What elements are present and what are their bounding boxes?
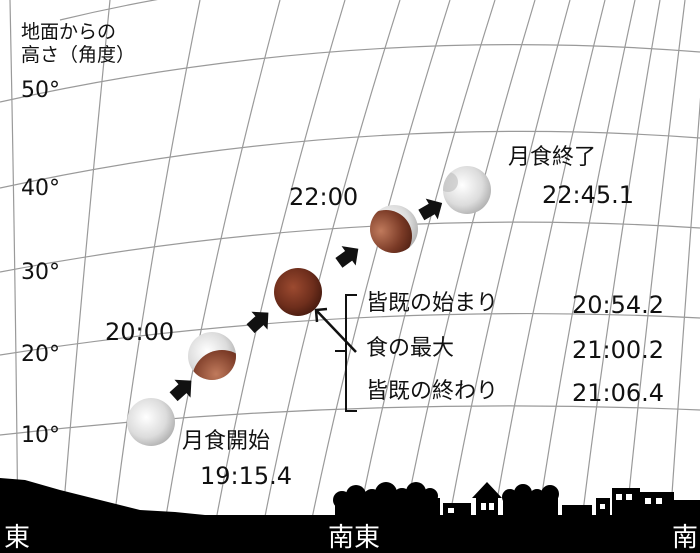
- tick-30: 30°: [21, 260, 60, 285]
- totality-end-time: 21:06.4: [572, 379, 665, 407]
- maximum-label: 食の最大: [366, 336, 455, 361]
- direction-south: 南: [672, 523, 699, 553]
- pointer-arrow: [314, 307, 357, 353]
- tick-20: 20°: [21, 342, 60, 367]
- moon-maximum: [274, 268, 322, 316]
- axis-title-line1: 地面からの: [21, 21, 117, 43]
- path-arrows: [169, 198, 443, 402]
- axis-title-line2: 高さ（角度）: [21, 44, 136, 66]
- direction-east: 東: [4, 523, 31, 553]
- eclipse-start-label: 月食開始: [182, 429, 271, 454]
- tick-50: 50°: [21, 78, 60, 103]
- ground-silhouette: [0, 478, 700, 553]
- totality-start-label: 皆既の始まり: [366, 291, 499, 316]
- maximum-time: 21:00.2: [572, 336, 665, 364]
- moon-2000: [188, 332, 236, 380]
- totality-bracket-tick: [335, 350, 345, 352]
- direction-southeast: 南東: [328, 523, 381, 553]
- moon-end: [443, 166, 491, 214]
- totality-end-label: 皆既の終わり: [366, 379, 499, 404]
- time-2200-label: 22:00: [289, 183, 359, 211]
- eclipse-end-time: 22:45.1: [542, 181, 635, 209]
- tick-40: 40°: [21, 176, 60, 201]
- moon-2200: [370, 205, 418, 253]
- time-2000-label: 20:00: [105, 318, 175, 346]
- totality-start-time: 20:54.2: [572, 291, 665, 319]
- eclipse-start-time: 19:15.4: [200, 462, 293, 490]
- tick-10: 10°: [21, 423, 60, 448]
- eclipse-end-label: 月食終了: [508, 145, 597, 170]
- totality-bracket: [345, 294, 357, 412]
